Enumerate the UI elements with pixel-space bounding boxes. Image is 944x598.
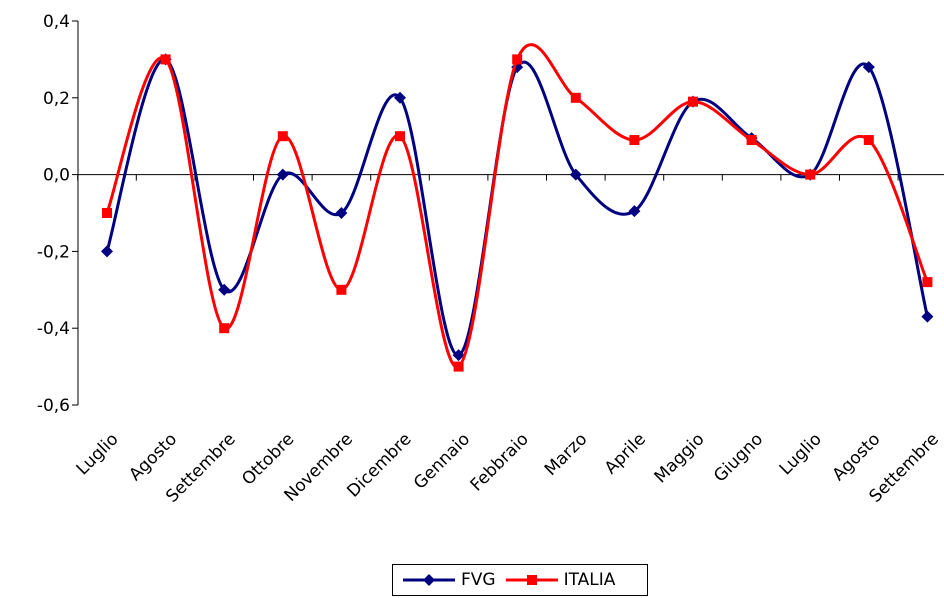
point-italia <box>219 323 230 334</box>
x-category-label: Agosto <box>125 429 181 485</box>
point-italia <box>102 208 112 218</box>
series-fvg <box>101 53 934 362</box>
x-category-label: Aprile <box>601 429 650 478</box>
point-italia <box>805 169 816 180</box>
y-tick-label: 0,2 <box>43 89 70 109</box>
x-category-label: Marzo <box>541 429 591 479</box>
point-italia <box>453 361 464 372</box>
legend-label-fvg: FVG <box>461 570 496 590</box>
y-tick-label: -0,6 <box>37 396 70 416</box>
point-fvg <box>569 168 582 181</box>
point-italia <box>512 54 523 65</box>
legend-item-fvg: FVG <box>401 570 496 590</box>
y-tick-label: 0,0 <box>43 166 70 186</box>
y-tick-label: -0,4 <box>37 319 70 339</box>
x-category-label: Agosto <box>829 429 885 485</box>
x-category-label: Giugno <box>710 429 767 486</box>
x-category-label: Luglio <box>776 429 826 479</box>
legend-swatch-italia <box>505 575 558 585</box>
point-italia <box>922 277 933 288</box>
legend-swatch-fvg <box>403 574 455 586</box>
x-category-label: Gennaio <box>410 429 474 493</box>
point-italia <box>570 92 581 103</box>
x-category-label: Febbraio <box>467 429 533 495</box>
point-fvg <box>276 168 289 181</box>
point-italia <box>160 54 171 65</box>
legend-item-italia: ITALIA <box>504 570 616 590</box>
point-italia <box>688 96 698 107</box>
x-category-label: Luglio <box>73 429 123 479</box>
y-tick-label: 0,4 <box>43 12 70 32</box>
y-tick-label: -0,2 <box>37 242 70 262</box>
x-category-label: Ottobre <box>238 429 298 489</box>
point-fvg <box>921 310 934 323</box>
line-chart: 0,4 0,2 0,0 -0,2 -0,4 -0,6 Luglio AgostoSettem… <box>37 12 944 507</box>
point-italia <box>746 135 757 146</box>
point-fvg <box>335 207 348 219</box>
point-italia <box>629 135 640 146</box>
series-layer <box>101 43 934 372</box>
x-category-label: Maggio <box>651 429 709 487</box>
y-axis: 0,4 0,2 0,0 -0,2 -0,4 -0,6 <box>37 12 79 416</box>
point-italia <box>863 135 874 146</box>
point-italia <box>336 284 347 295</box>
point-italia <box>277 131 288 142</box>
point-fvg <box>394 91 406 104</box>
series-line-fvg <box>105 57 929 357</box>
series-italia <box>102 43 933 372</box>
point-fvg <box>628 205 641 218</box>
legend-label-italia: ITALIA <box>563 570 616 590</box>
point-fvg <box>452 349 465 362</box>
x-category-label: Dicembre <box>343 429 415 501</box>
point-fvg <box>862 61 875 74</box>
point-italia <box>395 131 405 142</box>
point-fvg <box>218 283 231 296</box>
point-fvg <box>101 245 113 258</box>
legend: FVG ITALIA <box>392 564 648 596</box>
series-line-italia <box>105 43 929 369</box>
x-axis: Luglio AgostoSettembreOttobreNovembreDice… <box>73 174 944 507</box>
